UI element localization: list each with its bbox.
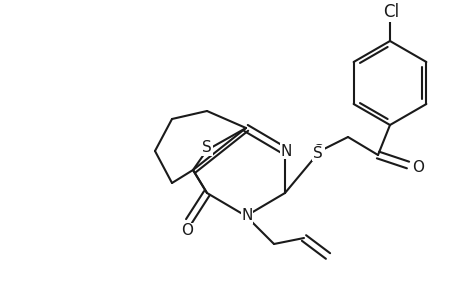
Text: O: O [180,224,193,238]
Text: S: S [313,145,323,160]
Text: O: O [411,160,423,175]
Text: N: N [280,143,291,158]
Text: S: S [313,146,322,160]
Text: Cl: Cl [382,3,398,21]
Text: N: N [241,208,252,224]
Text: S: S [202,140,212,155]
